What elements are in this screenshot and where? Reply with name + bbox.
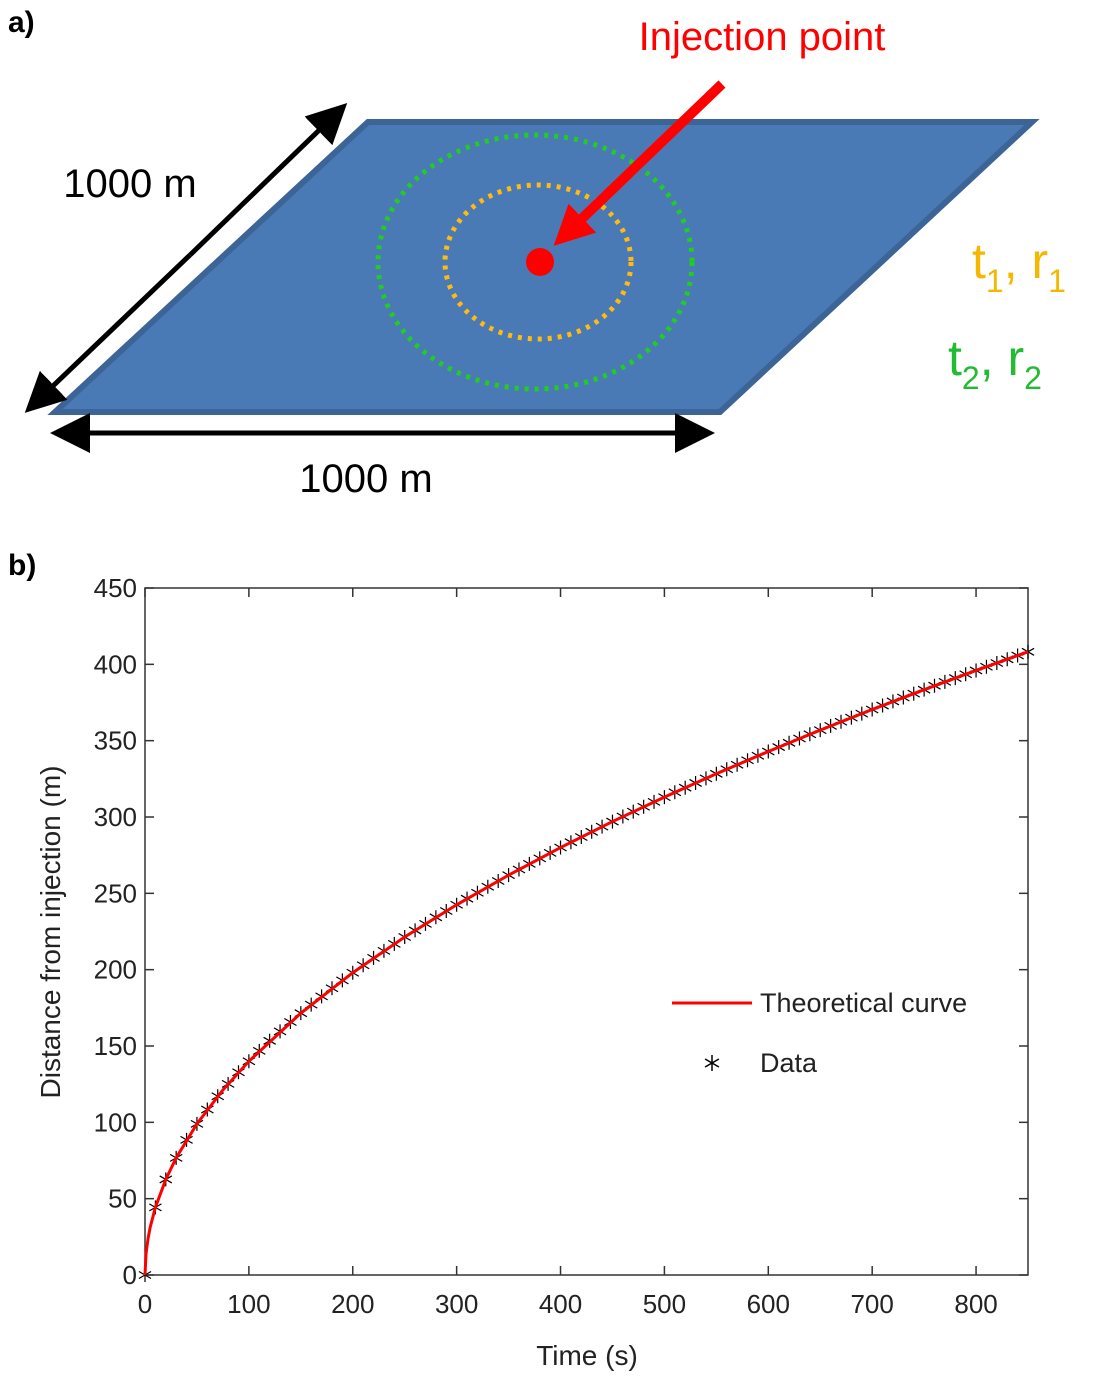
depth-arrow [188, 103, 348, 257]
panel-label: a) [8, 6, 35, 39]
sub: 1 [1048, 263, 1066, 299]
y-tick-label: 300 [94, 802, 137, 832]
sub: 2 [962, 360, 980, 396]
r: , r [980, 330, 1024, 386]
x-tick-label: 100 [227, 1289, 270, 1319]
y-tick-label: 400 [94, 649, 137, 679]
time-radius-1: t1, r1 [972, 233, 1066, 299]
panel-a: a) 1000 m 1000 m Injection point t1, r1 … [8, 6, 1066, 501]
legend-label: Data [760, 1048, 818, 1078]
x-tick-label: 500 [643, 1289, 686, 1319]
front-1 [442, 182, 634, 342]
depth-arrow [24, 253, 192, 413]
x-tick-label: 200 [331, 1289, 374, 1319]
r: , r [1004, 233, 1048, 289]
y-tick-label: 0 [123, 1260, 137, 1290]
x-tick-label: 0 [138, 1289, 152, 1319]
x-axis-label: Time (s) [536, 1340, 638, 1371]
panel-label: b) [8, 549, 36, 582]
legend-swatch [704, 1055, 720, 1071]
theoretical-line [143, 650, 1029, 1276]
sub: 1 [986, 263, 1004, 299]
y-tick-label: 150 [94, 1031, 137, 1061]
front-2 [375, 132, 695, 392]
y-tick-label: 250 [94, 878, 137, 908]
y-tick-label: 450 [94, 573, 137, 603]
legend-label: Theoretical curve [760, 988, 967, 1018]
sub: 2 [1024, 360, 1042, 396]
y-tick-label: 100 [94, 1107, 137, 1137]
x-tick-label: 400 [539, 1289, 582, 1319]
injection-label: Injection point [639, 15, 886, 59]
x-tick-label: 300 [435, 1289, 478, 1319]
time-radius-2: t2, r2 [948, 330, 1042, 396]
t: t [972, 233, 986, 289]
injection-dot [526, 248, 554, 276]
t: t [948, 330, 962, 386]
x-tick-label: 800 [954, 1289, 997, 1319]
y-tick-label: 350 [94, 726, 137, 756]
y-tick-label: 50 [108, 1184, 137, 1214]
y-tick-label: 200 [94, 955, 137, 985]
depth-label: 1000 m [63, 162, 196, 206]
y-axis-label: Distance from injection (m) [35, 766, 66, 1099]
plot-area [144, 587, 1029, 1276]
panel-b: b) Time (s) Distance from injection (m) … [8, 549, 1035, 1371]
injection-arrow [553, 80, 726, 246]
x-tick-label: 700 [850, 1289, 893, 1319]
width-label: 1000 m [299, 457, 432, 501]
x-tick-label: 600 [747, 1289, 790, 1319]
